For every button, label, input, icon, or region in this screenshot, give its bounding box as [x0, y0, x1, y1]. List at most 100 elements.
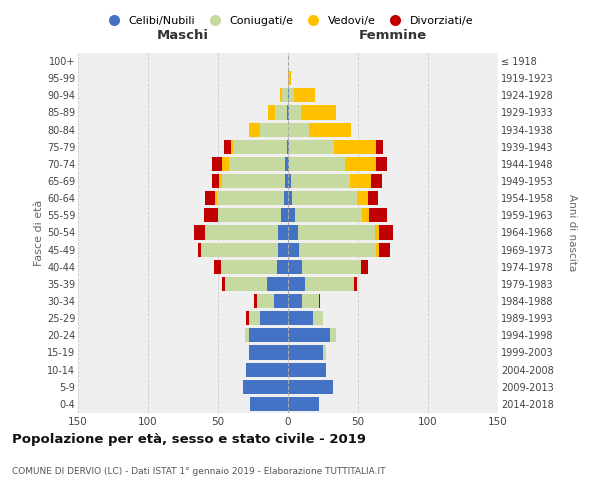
Bar	[350, 174, 371, 188]
Bar	[288, 226, 298, 239]
Bar	[288, 208, 295, 222]
Bar	[221, 260, 277, 274]
Bar	[285, 157, 288, 171]
Bar	[287, 140, 288, 154]
Bar	[289, 106, 301, 120]
Bar	[362, 208, 369, 222]
Bar	[278, 226, 288, 239]
Y-axis label: Anni di nascita: Anni di nascita	[568, 194, 577, 271]
Bar	[330, 328, 335, 342]
Bar	[291, 174, 350, 188]
Bar	[229, 157, 285, 171]
Bar	[298, 226, 375, 239]
Bar	[379, 226, 393, 239]
Bar	[288, 311, 313, 325]
Bar	[280, 88, 283, 102]
Bar	[249, 328, 288, 342]
Bar	[301, 106, 335, 120]
Bar	[224, 140, 230, 154]
Bar	[222, 174, 285, 188]
Bar	[376, 242, 379, 256]
Bar	[313, 311, 323, 325]
Y-axis label: Fasce di età: Fasce di età	[34, 200, 44, 266]
Bar	[285, 174, 288, 188]
Bar	[299, 242, 376, 256]
Bar	[288, 242, 299, 256]
Bar	[204, 208, 218, 222]
Bar	[230, 140, 233, 154]
Bar	[245, 328, 249, 342]
Bar	[293, 88, 314, 102]
Bar	[274, 294, 288, 308]
Bar	[217, 191, 284, 205]
Bar	[368, 191, 377, 205]
Bar	[249, 311, 260, 325]
Bar	[288, 260, 302, 274]
Bar	[246, 362, 288, 376]
Bar	[288, 191, 292, 205]
Bar	[260, 311, 288, 325]
Bar	[260, 122, 288, 136]
Bar	[356, 191, 368, 205]
Bar	[288, 277, 305, 291]
Bar	[212, 174, 220, 188]
Bar	[288, 328, 330, 342]
Bar	[215, 191, 217, 205]
Bar	[361, 260, 368, 274]
Bar	[220, 174, 222, 188]
Bar	[284, 191, 288, 205]
Bar	[346, 157, 376, 171]
Text: Femmine: Femmine	[359, 29, 427, 42]
Bar	[305, 277, 354, 291]
Bar	[222, 157, 229, 171]
Bar	[222, 277, 225, 291]
Bar	[254, 294, 257, 308]
Bar	[249, 346, 288, 360]
Bar	[288, 380, 333, 394]
Bar	[212, 157, 222, 171]
Text: Maschi: Maschi	[157, 29, 209, 42]
Bar	[281, 208, 288, 222]
Bar	[323, 346, 326, 360]
Bar	[354, 277, 356, 291]
Bar	[257, 294, 274, 308]
Bar	[288, 88, 289, 102]
Bar	[334, 140, 376, 154]
Bar	[250, 397, 288, 411]
Bar	[369, 208, 388, 222]
Bar	[243, 380, 288, 394]
Bar	[375, 226, 379, 239]
Bar	[201, 242, 278, 256]
Bar	[376, 157, 388, 171]
Bar	[289, 157, 346, 171]
Bar	[249, 122, 260, 136]
Bar	[288, 140, 289, 154]
Bar	[278, 242, 288, 256]
Bar	[376, 140, 383, 154]
Bar	[288, 294, 302, 308]
Bar	[289, 88, 293, 102]
Bar	[288, 174, 291, 188]
Bar	[288, 106, 289, 120]
Bar	[205, 191, 215, 205]
Bar	[319, 294, 320, 308]
Bar	[288, 157, 289, 171]
Bar	[309, 122, 351, 136]
Bar	[246, 311, 249, 325]
Bar	[218, 208, 281, 222]
Bar	[283, 88, 288, 102]
Bar	[233, 140, 287, 154]
Bar	[199, 242, 201, 256]
Bar	[295, 208, 362, 222]
Bar	[267, 277, 288, 291]
Bar	[379, 242, 390, 256]
Bar	[277, 260, 288, 274]
Bar	[287, 106, 288, 120]
Legend: Celibi/Nubili, Coniugati/e, Vedovi/e, Divorziati/e: Celibi/Nubili, Coniugati/e, Vedovi/e, Di…	[98, 12, 478, 30]
Bar	[288, 122, 309, 136]
Bar	[292, 191, 356, 205]
Bar	[275, 106, 287, 120]
Bar	[288, 397, 319, 411]
Bar	[194, 226, 205, 239]
Bar	[205, 226, 278, 239]
